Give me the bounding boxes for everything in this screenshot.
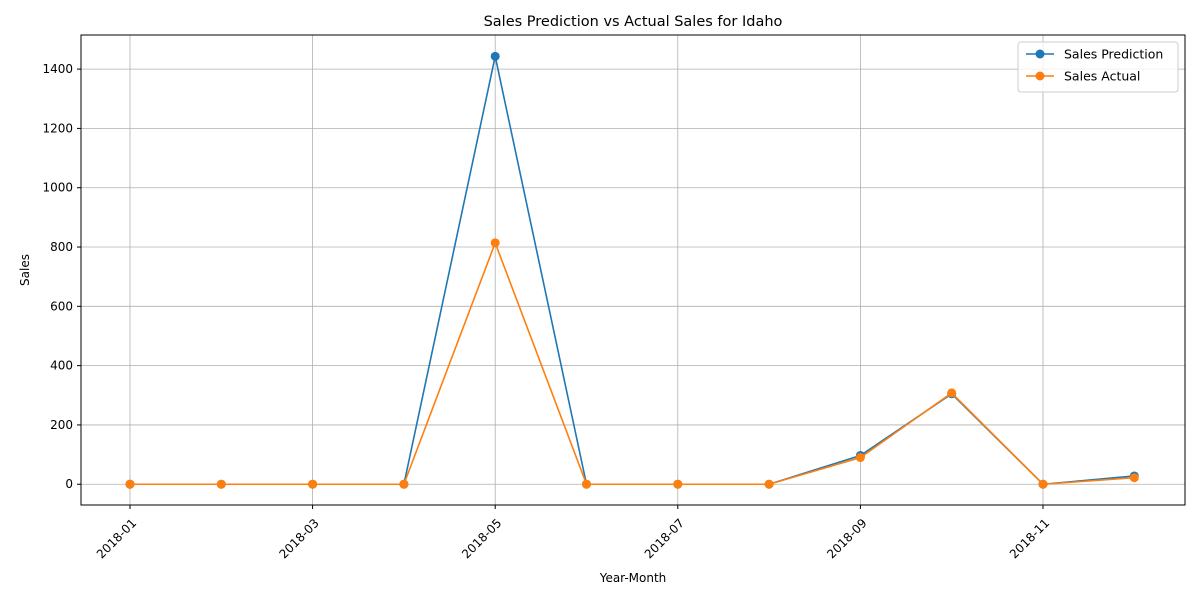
- legend-marker: [1035, 49, 1045, 59]
- legend-label: Sales Prediction: [1064, 47, 1163, 62]
- data-point: [125, 479, 135, 489]
- series-sales-actual: [125, 238, 1139, 489]
- data-point: [947, 388, 957, 398]
- legend-marker: [1035, 71, 1045, 81]
- y-tick-label: 600: [50, 299, 73, 313]
- data-point: [308, 479, 318, 489]
- chart-title: Sales Prediction vs Actual Sales for Ida…: [484, 14, 783, 30]
- grid: [81, 35, 1185, 505]
- data-point: [582, 479, 591, 489]
- y-tick-label: 800: [50, 240, 73, 254]
- legend-label: Sales Actual: [1064, 69, 1140, 84]
- y-tick-label: 1200: [42, 121, 73, 135]
- legend-item: Sales Actual: [1026, 69, 1140, 84]
- data-point: [855, 453, 865, 463]
- data-point: [673, 479, 683, 489]
- data-point: [1129, 473, 1139, 483]
- data-point: [399, 479, 409, 489]
- y-tick-label: 200: [50, 418, 73, 432]
- plot-frame: [80, 34, 1186, 506]
- legend-box: [1017, 41, 1179, 93]
- data-point: [490, 238, 500, 248]
- data-point: [490, 51, 500, 61]
- x-axis-label: Year-Month: [599, 571, 667, 585]
- y-tick-label: 1400: [42, 62, 73, 76]
- data-point: [1038, 479, 1048, 489]
- legend: Sales Prediction Sales Actual: [1017, 41, 1179, 93]
- series-line: [130, 242, 1135, 486]
- y-tick-label: 0: [65, 477, 73, 491]
- y-axis-label: Sales: [18, 254, 32, 286]
- legend-item: Sales Prediction: [1026, 47, 1163, 62]
- data-point: [216, 479, 226, 489]
- data-point: [764, 479, 774, 489]
- series-layer: [125, 51, 1139, 489]
- y-tick-label: 1000: [42, 181, 73, 195]
- y-tick-label: 400: [50, 359, 73, 373]
